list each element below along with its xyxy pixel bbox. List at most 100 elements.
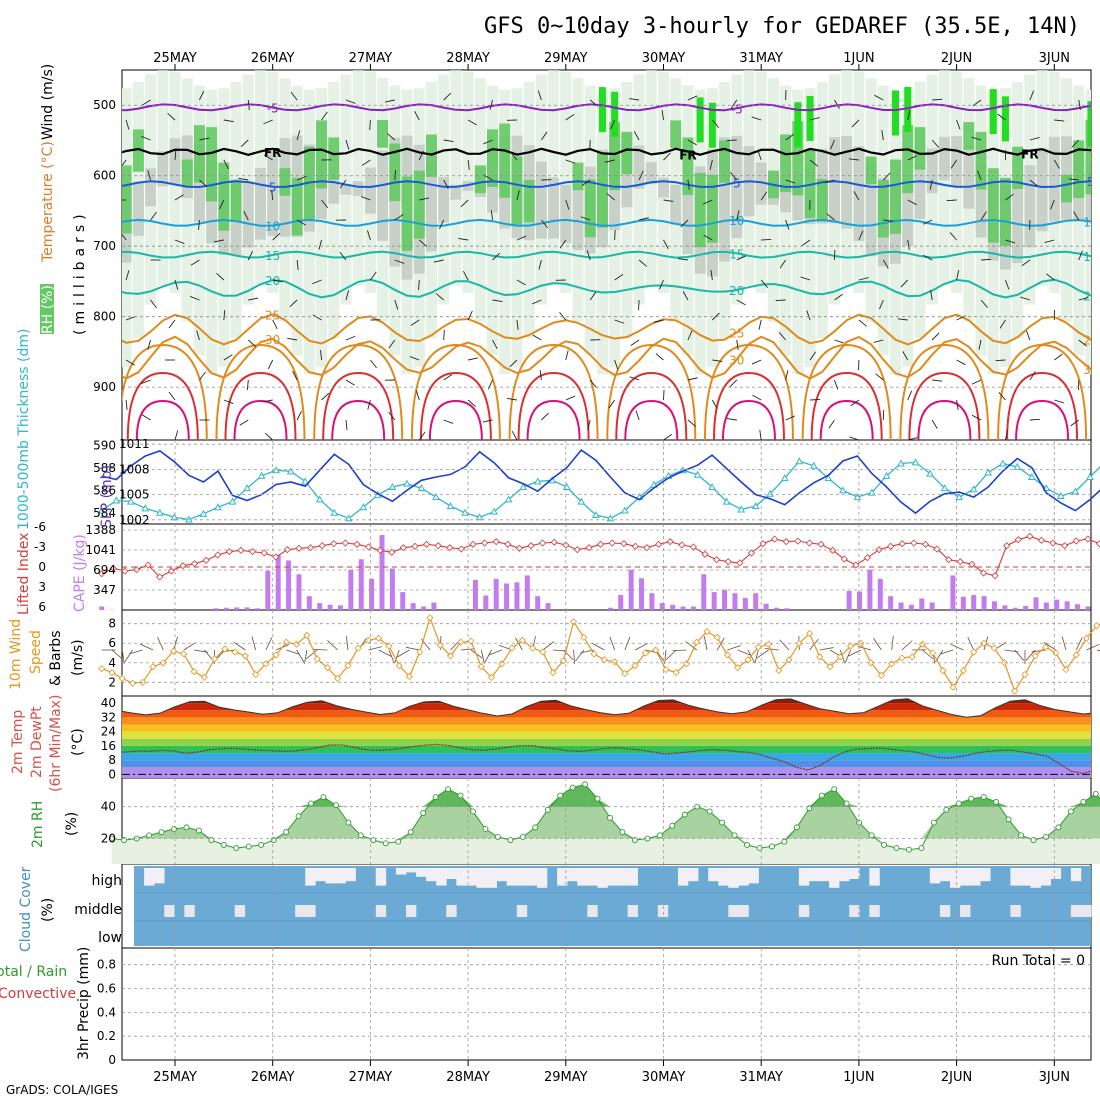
wind-barb xyxy=(638,259,648,267)
wind-speed-point xyxy=(118,674,126,682)
wind-barb xyxy=(758,319,762,330)
rh-point xyxy=(146,832,153,839)
wind-barb xyxy=(239,419,249,426)
cloud-high-gap xyxy=(577,868,588,886)
rh-band-pale xyxy=(621,81,633,339)
precip-tick-label: 0.8 xyxy=(97,958,116,972)
lifted-index-point xyxy=(1072,537,1080,545)
lifted-index-point xyxy=(457,545,465,553)
temp-color-band xyxy=(122,724,1091,732)
wind-barb xyxy=(484,649,492,663)
thickness-point xyxy=(722,497,731,505)
cape-bar xyxy=(524,575,530,610)
rh-point xyxy=(1005,816,1012,823)
wind-barb xyxy=(415,390,420,401)
wind-barb xyxy=(487,379,493,390)
wind-barb xyxy=(956,359,966,366)
slp-thickness-panel xyxy=(121,439,1092,525)
wind-barb xyxy=(125,270,130,281)
slp-tick-label: 1005 xyxy=(119,488,150,502)
rh-band-grey xyxy=(975,163,987,238)
wind-barb xyxy=(312,279,322,285)
pressure-tick-label: 900 xyxy=(93,380,116,394)
cape-bar xyxy=(535,596,541,610)
wind-barb xyxy=(844,649,851,664)
wind-speed-point xyxy=(1062,666,1070,674)
wind-speed-point xyxy=(1041,643,1050,651)
thickness-label: 1000-500mb Thickness (dm) xyxy=(16,329,32,530)
surface-isotherm-arch xyxy=(1006,371,1079,440)
isotherm-label: 15 xyxy=(729,247,744,261)
rh-tick-label: 20 xyxy=(101,832,116,846)
wind-barb xyxy=(147,339,152,350)
rh-band-grey xyxy=(242,181,254,248)
cape-bar xyxy=(493,578,499,610)
lifted-index-point xyxy=(260,549,268,557)
wind-speed-point xyxy=(241,652,249,660)
lifted-index-point xyxy=(1061,542,1069,550)
thickness-point xyxy=(1057,491,1065,499)
lifted-index-point xyxy=(167,567,175,575)
rh-band-green xyxy=(328,137,340,180)
wind-speed-point xyxy=(426,614,434,622)
wind-speed-point xyxy=(703,627,711,636)
wind-barb xyxy=(629,376,640,381)
wind-barb xyxy=(710,270,713,281)
wind-barb xyxy=(141,135,151,141)
rh-band-green xyxy=(706,174,718,243)
rh-point xyxy=(345,819,352,826)
rh-band-bright xyxy=(598,87,606,133)
wind-barb xyxy=(932,98,943,101)
wind-barb xyxy=(614,229,616,241)
rh-band-bright xyxy=(989,89,997,135)
cloud-high-gap xyxy=(496,868,508,882)
wind-barb xyxy=(492,339,498,350)
rh-band-grey xyxy=(352,181,364,197)
wind-barb xyxy=(901,640,913,651)
lifted-index-point xyxy=(724,558,732,566)
temp2m-units: (°C) xyxy=(70,728,86,756)
surface-isotherm-arch xyxy=(331,399,386,440)
wind-speed-point xyxy=(652,646,660,654)
freezing-level-label: FR xyxy=(1021,148,1038,162)
rh-point xyxy=(283,829,290,836)
rh-point xyxy=(470,808,476,815)
cloud-high-gap xyxy=(798,868,810,886)
wind-barb xyxy=(663,389,665,401)
wind-barb xyxy=(537,90,542,101)
wind-barb xyxy=(1029,418,1040,421)
wind-barb xyxy=(971,379,982,385)
wind-barb xyxy=(956,399,959,410)
wind-barb xyxy=(516,190,520,201)
wind-barb xyxy=(507,397,518,401)
wind-barb xyxy=(999,319,1006,329)
wind-barb xyxy=(223,399,234,405)
wind-barb xyxy=(482,419,493,423)
rh-point xyxy=(1080,798,1087,805)
cape-bar xyxy=(898,602,904,610)
wind-barb xyxy=(318,239,322,250)
lifted-index-point xyxy=(318,542,326,550)
thickness-point xyxy=(243,484,251,492)
wind-speed-point xyxy=(611,658,619,666)
slp-tick-label: 1011 xyxy=(119,437,150,451)
wind-barb xyxy=(223,159,229,170)
rh-point xyxy=(993,798,1000,805)
surface-isotherm-arch xyxy=(615,371,688,440)
thickness-point xyxy=(228,497,237,505)
wind-barb xyxy=(1075,637,1083,651)
wind-barb xyxy=(394,169,396,181)
wind-barb xyxy=(1070,419,1079,427)
rh-point xyxy=(843,800,850,807)
wind-barb xyxy=(1005,430,1008,440)
wind-barb xyxy=(563,649,574,661)
cape-bar xyxy=(649,593,655,610)
rh-point xyxy=(432,794,439,801)
thickness-point xyxy=(446,502,455,510)
wind-barb xyxy=(263,154,273,161)
wind-barb xyxy=(956,270,960,281)
wind-barb xyxy=(1093,400,1100,403)
wind-barb xyxy=(199,137,210,141)
wind-barb xyxy=(233,641,246,651)
wind-speed-point xyxy=(990,644,998,652)
